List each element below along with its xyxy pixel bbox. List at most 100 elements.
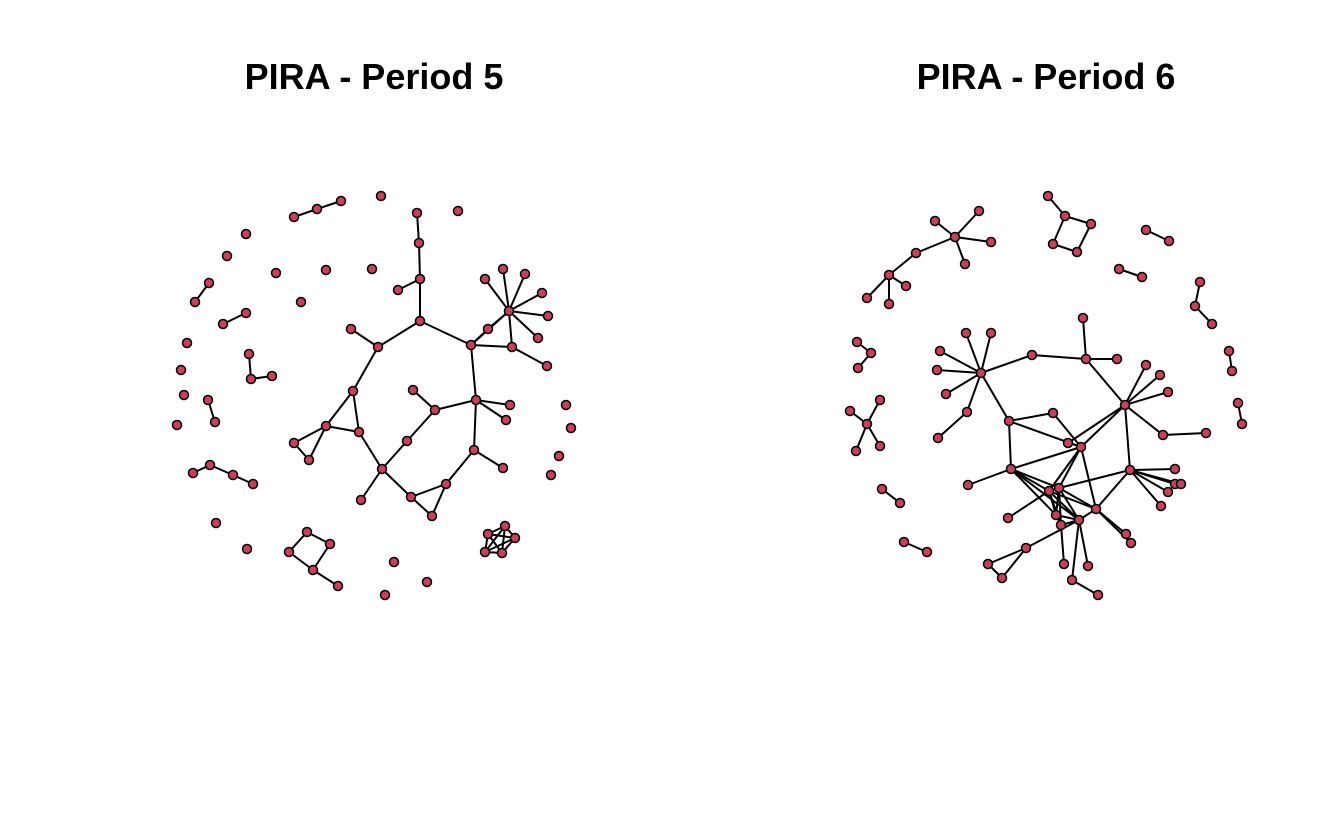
network-node <box>1002 512 1014 524</box>
network-node <box>452 205 464 217</box>
network-edge <box>915 236 956 254</box>
network-node <box>366 263 378 275</box>
network-node <box>202 394 214 406</box>
network-edge <box>939 350 982 374</box>
network-edge <box>1048 446 1082 492</box>
network-edge <box>484 278 510 312</box>
network-edge <box>484 525 506 553</box>
network-node <box>376 463 388 475</box>
network-node <box>345 323 357 335</box>
network-edge <box>473 399 477 451</box>
network-node <box>1059 210 1071 222</box>
network-edge <box>1058 469 1131 489</box>
network-node <box>929 215 941 227</box>
network-node <box>245 373 257 385</box>
network-node <box>482 528 494 540</box>
network-node <box>270 267 282 279</box>
network-node <box>851 336 863 348</box>
network-node <box>1162 486 1174 498</box>
network-node <box>940 388 952 400</box>
network-node <box>392 284 404 296</box>
network-node <box>1090 503 1102 515</box>
network-node <box>353 426 365 438</box>
network-node <box>440 478 452 490</box>
network-node <box>934 345 946 357</box>
network-edge <box>1162 432 1207 436</box>
network-edge <box>1080 404 1126 448</box>
network-edge <box>508 273 526 312</box>
network-node <box>405 491 417 503</box>
network-node <box>504 399 516 411</box>
network-node <box>1119 399 1131 411</box>
network-node <box>470 394 482 406</box>
network-node <box>266 370 278 382</box>
network-node <box>1189 300 1201 312</box>
network-node <box>1055 519 1067 531</box>
network-edge <box>1052 412 1082 448</box>
network-node <box>541 360 553 372</box>
node-layer <box>171 190 577 601</box>
network-edge <box>406 409 436 442</box>
network-edge <box>475 399 507 421</box>
network-edge <box>431 483 447 517</box>
network-node <box>303 454 315 466</box>
network-node <box>1120 528 1132 540</box>
network-node <box>210 517 222 529</box>
network-node <box>985 236 997 248</box>
network-edge <box>1025 519 1080 549</box>
network-node <box>320 264 332 276</box>
network-edge <box>308 425 327 461</box>
network-node <box>181 337 193 349</box>
network-node <box>240 307 252 319</box>
network-edge <box>360 468 383 501</box>
network-node <box>311 203 323 215</box>
network-edge <box>1048 490 1097 510</box>
network-node <box>1200 427 1212 439</box>
network-edge <box>325 390 354 427</box>
network-edge <box>470 344 477 401</box>
network-node <box>861 292 873 304</box>
network-node <box>1050 509 1062 521</box>
network-node <box>421 576 433 588</box>
network-edge <box>352 390 360 433</box>
network-node <box>850 445 862 457</box>
network-node <box>503 305 515 317</box>
network-node <box>1075 441 1087 453</box>
network-node <box>189 296 201 308</box>
network-node <box>347 385 359 397</box>
network-edge <box>434 399 477 411</box>
network-edge <box>1058 487 1080 521</box>
network-node <box>324 538 336 550</box>
network-node <box>1175 478 1187 490</box>
network-node <box>921 546 933 558</box>
network-node <box>961 406 973 418</box>
network-edge <box>358 431 383 470</box>
network-node <box>1155 500 1167 512</box>
network-edge <box>1067 404 1126 444</box>
network-node <box>542 310 554 322</box>
network-node <box>910 247 922 259</box>
network-edge <box>1129 469 1162 507</box>
network-edge <box>1058 487 1062 526</box>
network-edge <box>1124 404 1164 436</box>
network-node <box>1005 463 1017 475</box>
network-node <box>413 237 425 249</box>
network-node <box>379 589 391 601</box>
network-node <box>1124 464 1136 476</box>
network-edge <box>966 372 982 413</box>
network-node <box>496 547 508 559</box>
network-node <box>1043 485 1055 497</box>
network-edge <box>381 468 412 498</box>
network-edge <box>508 292 543 312</box>
network-node <box>1058 558 1070 570</box>
network-edge <box>1048 490 1080 521</box>
network-node <box>283 546 295 558</box>
network-edge <box>1124 391 1169 406</box>
network-node <box>1047 407 1059 419</box>
network-edge <box>1124 404 1131 471</box>
network-node <box>1111 353 1123 365</box>
network-edge <box>987 547 1027 565</box>
network-edge <box>508 310 539 339</box>
edge-layer <box>849 195 1243 596</box>
network-edge <box>1071 519 1080 581</box>
